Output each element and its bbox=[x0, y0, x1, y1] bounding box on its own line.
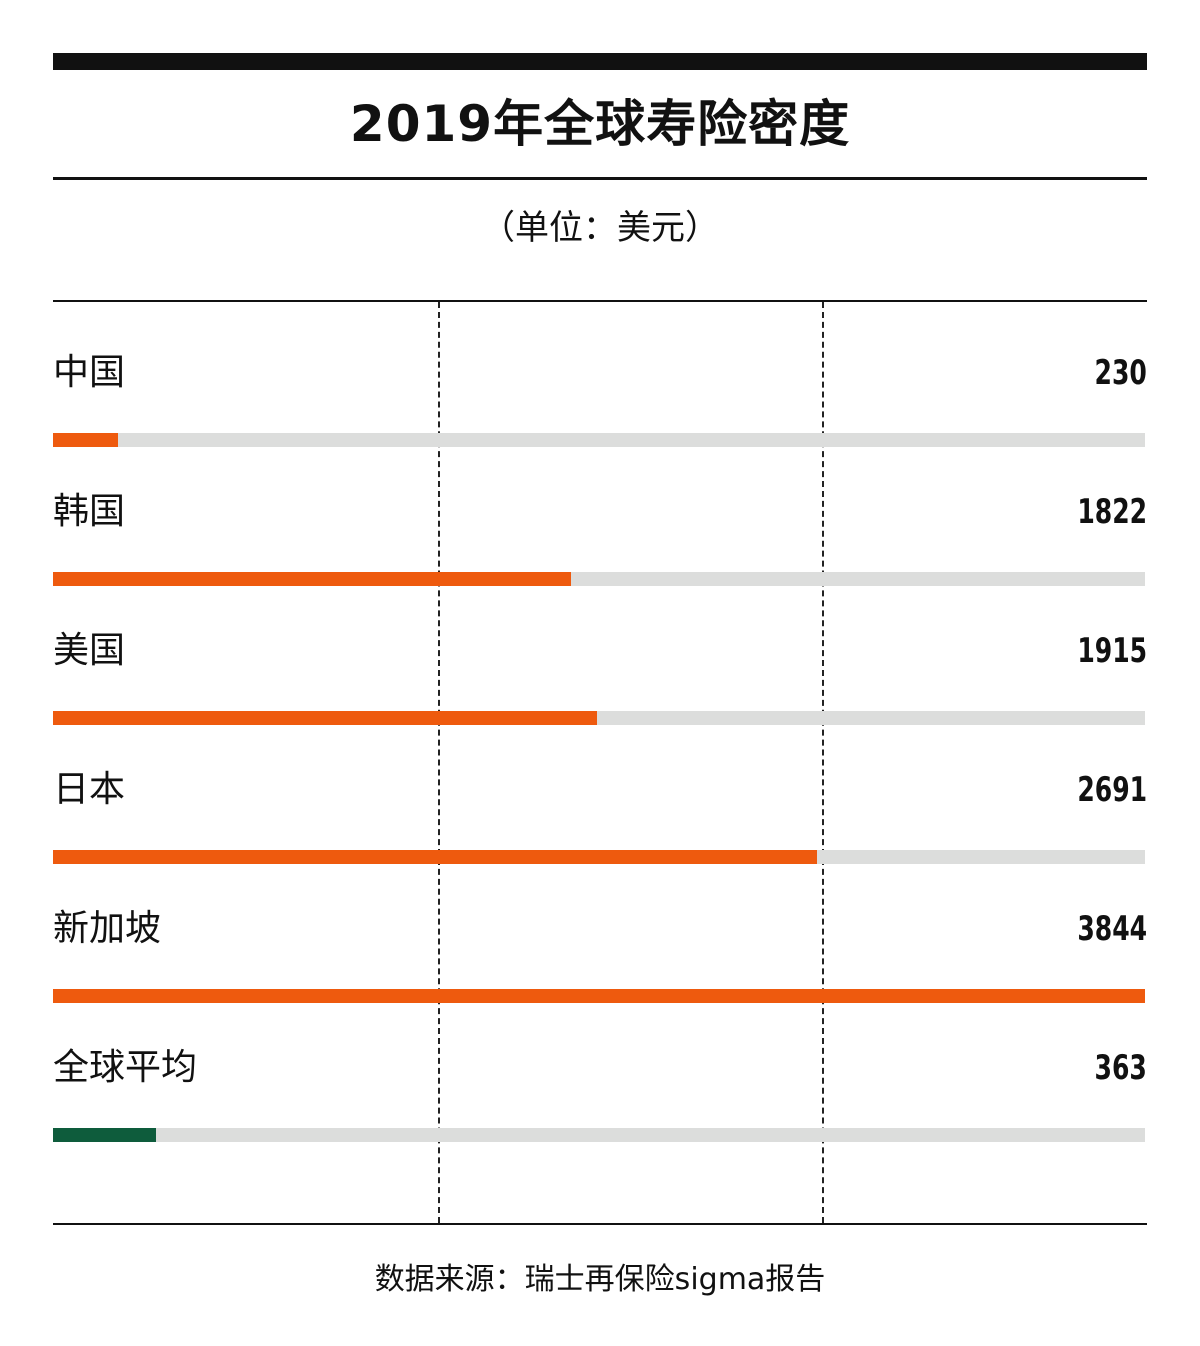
gridline bbox=[438, 302, 440, 1223]
top-rule bbox=[53, 53, 1147, 70]
bar bbox=[53, 572, 571, 586]
bar bbox=[53, 1128, 156, 1142]
category-label: 美国 bbox=[53, 630, 126, 671]
bar bbox=[53, 711, 597, 725]
bar bbox=[53, 850, 817, 864]
bar bbox=[53, 989, 1145, 1003]
bar-track bbox=[53, 711, 1145, 725]
bar-track bbox=[53, 433, 1145, 447]
value-label: 3844 bbox=[1077, 909, 1147, 949]
value-label: 363 bbox=[1094, 1048, 1147, 1088]
value-label: 230 bbox=[1094, 353, 1147, 393]
category-label: 韩国 bbox=[53, 491, 126, 532]
source-note: 数据来源：瑞士再保险sigma报告 bbox=[374, 1262, 826, 1297]
title-rule bbox=[53, 177, 1147, 180]
value-label: 1915 bbox=[1077, 631, 1147, 671]
value-label: 1822 bbox=[1077, 492, 1147, 532]
category-label: 全球平均 bbox=[53, 1047, 198, 1088]
bar-track bbox=[53, 850, 1145, 864]
category-label: 中国 bbox=[53, 352, 126, 393]
value-label: 2691 bbox=[1077, 770, 1147, 810]
chart-title: 2019年全球寿险密度 bbox=[349, 95, 851, 153]
bar-track bbox=[53, 989, 1145, 1003]
chart-top-rule bbox=[53, 300, 1147, 302]
unit-label: （单位：美元） bbox=[481, 208, 719, 248]
category-label: 日本 bbox=[53, 769, 126, 810]
gridline bbox=[822, 302, 824, 1223]
bar-track bbox=[53, 1128, 1145, 1142]
chart-bottom-rule bbox=[53, 1223, 1147, 1225]
bar-track bbox=[53, 572, 1145, 586]
category-label: 新加坡 bbox=[53, 908, 162, 949]
bar bbox=[53, 433, 118, 447]
